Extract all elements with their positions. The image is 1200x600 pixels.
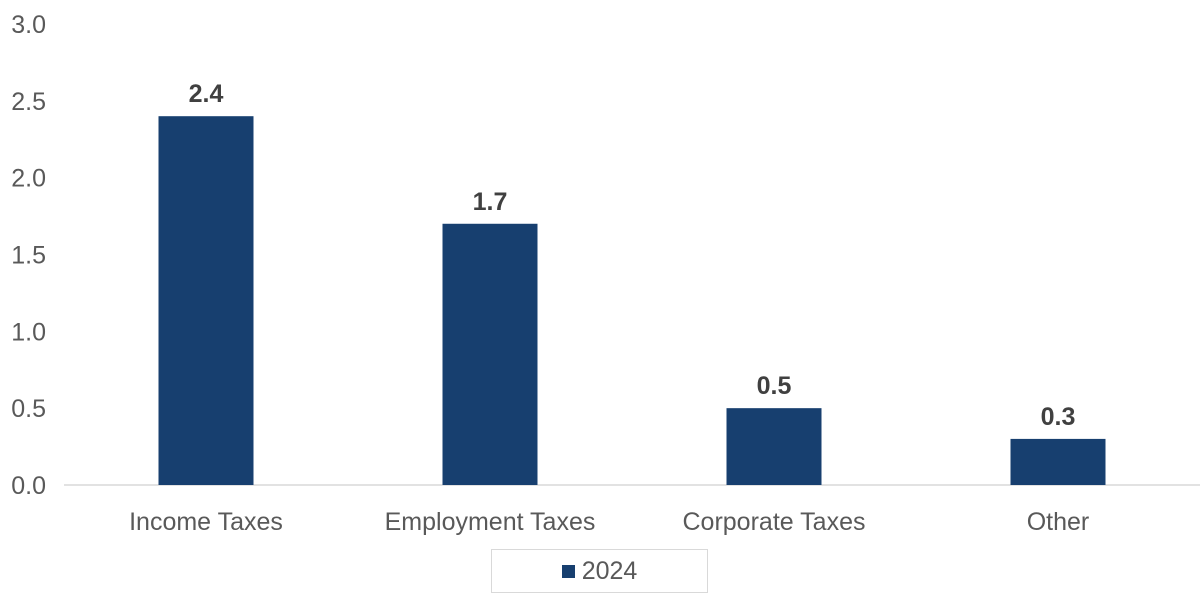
y-axis: 0.0 0.5 1.0 1.5 2.0 2.5 3.0 (11, 11, 46, 500)
legend: 2024 (491, 549, 708, 593)
bar (726, 408, 822, 485)
legend-swatch (561, 564, 575, 578)
y-tick-label: 2.0 (11, 165, 46, 193)
x-tick-label: Income Taxes (129, 508, 283, 536)
bar (1010, 438, 1106, 485)
data-label: 0.5 (757, 372, 792, 400)
data-label: 2.4 (189, 80, 224, 108)
y-tick-label: 1.0 (11, 318, 46, 346)
x-tick-label: Corporate Taxes (683, 508, 866, 536)
x-tick-label: Employment Taxes (385, 508, 596, 536)
y-tick-label: 2.5 (11, 88, 46, 116)
x-axis: Income Taxes Employment Taxes Corporate Ta… (129, 508, 1089, 536)
y-tick-label: 1.5 (11, 242, 46, 270)
legend-label: 2024 (581, 556, 638, 585)
bar (442, 223, 538, 485)
x-tick-label: Other (1027, 508, 1090, 536)
y-tick-label: 0.5 (11, 395, 46, 423)
y-tick-label: 0.0 (11, 472, 46, 500)
data-label: 1.7 (473, 188, 508, 216)
bar (158, 116, 254, 485)
y-tick-label: 3.0 (11, 11, 46, 39)
bar-series: 2.4 1.7 0.5 0.3 (158, 80, 1106, 485)
data-label: 0.3 (1041, 403, 1076, 431)
